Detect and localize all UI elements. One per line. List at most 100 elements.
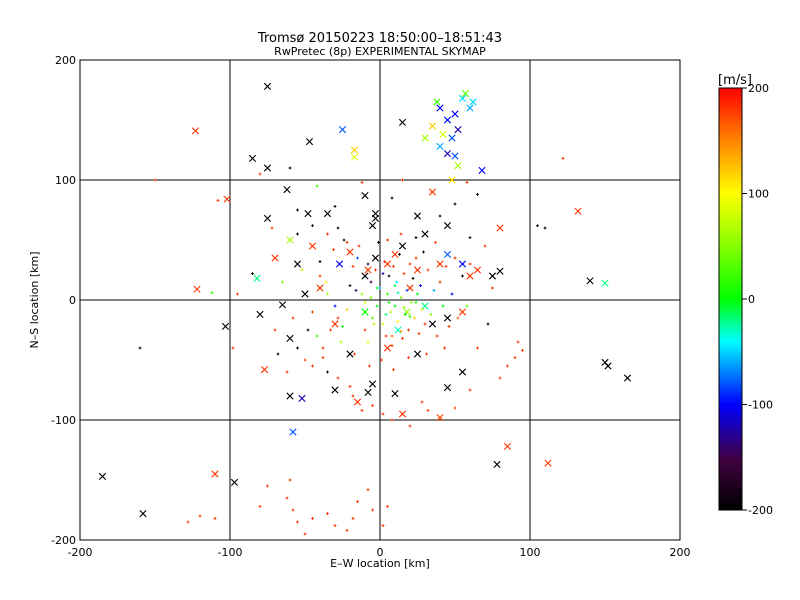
plus-marker [420, 400, 424, 404]
plus-marker [384, 313, 388, 316]
x-marker [191, 127, 200, 135]
x-marker [371, 254, 380, 262]
x-marker [230, 478, 239, 486]
colorbar-tick-label: 100 [748, 188, 769, 201]
plus-marker [417, 332, 421, 335]
x-marker [260, 366, 269, 374]
plus-marker [296, 520, 299, 524]
plus-marker [561, 157, 565, 160]
x-marker [361, 308, 369, 316]
plus-marker [276, 352, 280, 356]
plus-marker [461, 274, 464, 278]
plus-marker [396, 320, 400, 323]
y-tick-label: 100 [55, 174, 76, 187]
plus-marker [296, 346, 299, 350]
plus-marker [392, 265, 395, 268]
plus-marker [351, 265, 355, 268]
plus-marker [345, 241, 349, 244]
plus-marker [336, 376, 340, 380]
plus-marker [348, 385, 352, 388]
plus-marker [296, 208, 299, 212]
x-marker [436, 260, 444, 268]
x-marker [421, 230, 429, 238]
x-marker [304, 210, 312, 218]
plus-marker [375, 286, 379, 290]
plus-marker [408, 424, 412, 428]
x-tick-label: -100 [218, 546, 243, 559]
x-marker [368, 380, 377, 388]
colorbar-ticks: 200 100 0 -100 -200 [742, 82, 773, 517]
x-marker [338, 126, 347, 134]
plus-marker [402, 305, 406, 309]
plus-marker [326, 370, 329, 374]
x-marker [298, 394, 306, 402]
x-marker [346, 248, 354, 256]
plus-marker [339, 340, 343, 344]
x-marker [454, 162, 462, 170]
x-marker [331, 320, 339, 328]
chart-title: Tromsø 20150223 18:50:00–18:51:43 [257, 31, 502, 46]
plus-marker [435, 334, 439, 338]
plus-marker [285, 370, 289, 374]
plus-marker [291, 508, 295, 512]
y-tick-label: -100 [51, 414, 76, 427]
y-tick-label: 0 [69, 294, 76, 307]
plus-marker [408, 315, 412, 319]
x-marker [283, 186, 291, 194]
plus-marker [315, 334, 319, 338]
plus-marker [476, 346, 479, 350]
x-marker [271, 254, 279, 262]
plus-marker [390, 344, 394, 347]
x-marker [305, 138, 314, 146]
plus-marker [251, 272, 254, 275]
chart-subtitle: RwPretec (8p) EXPERIMENTAL SKYMAP [274, 45, 486, 58]
plus-marker [377, 241, 380, 244]
plus-marker [407, 356, 410, 359]
plus-marker [399, 232, 403, 236]
colorbar-tick-label: -200 [748, 504, 773, 517]
plus-marker [380, 358, 383, 362]
plus-marker [300, 268, 304, 272]
x-marker [211, 470, 219, 478]
plus-marker [386, 505, 389, 508]
plus-marker [420, 308, 424, 311]
colorbar-tick-label: 200 [748, 82, 769, 95]
x-marker [473, 266, 482, 274]
colorbar [718, 87, 743, 511]
plus-marker [332, 248, 335, 251]
x-marker [428, 320, 437, 328]
x-marker [428, 188, 437, 196]
plus-marker [447, 325, 451, 328]
x-marker [256, 310, 264, 318]
x-marker [413, 350, 422, 358]
x-marker [353, 398, 362, 406]
plus-marker [498, 376, 502, 380]
plus-marker [369, 296, 373, 299]
plus-marker [326, 512, 329, 515]
plus-marker [258, 505, 262, 508]
x-marker [139, 510, 147, 518]
plus-marker [422, 250, 425, 254]
x-marker [458, 94, 467, 102]
x-marker [454, 126, 462, 134]
plus-marker [414, 236, 418, 239]
plus-marker [438, 280, 442, 284]
x-marker [443, 384, 452, 392]
plus-marker [353, 352, 356, 356]
plus-marker [210, 291, 214, 295]
x-marker [544, 459, 552, 467]
x-tick-label: 200 [670, 546, 691, 559]
plus-marker [383, 260, 386, 263]
plus-marker [396, 291, 400, 295]
plus-marker [288, 478, 292, 482]
plus-marker [441, 304, 445, 308]
plus-marker [536, 224, 539, 227]
plus-marker [363, 301, 367, 304]
plus-marker [443, 346, 446, 350]
x-marker [469, 98, 477, 106]
plus-marker [429, 313, 433, 316]
x-marker [413, 212, 422, 220]
x-marker [263, 214, 272, 222]
x-marker [428, 122, 437, 130]
